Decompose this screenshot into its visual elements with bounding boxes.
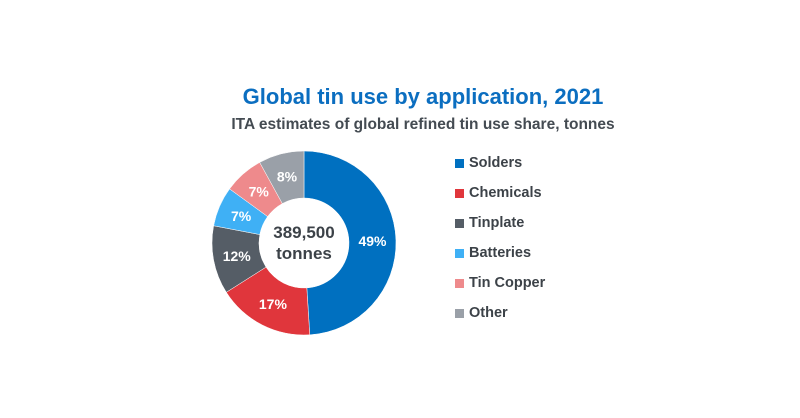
legend-item: Batteries [455,238,545,268]
legend-item: Tinplate [455,208,545,238]
legend: Solders Chemicals Tinplate Batteries Tin Cop… [455,148,545,328]
legend-label: Solders [469,155,523,171]
legend-item: Solders [455,148,545,178]
chart-title: Global tin use by application, 2021 [242,84,604,109]
legend-label: Tin Copper [469,275,546,291]
data-label: 17% [259,296,288,312]
legend-item: Tin Copper [455,268,545,298]
data-label: 8% [277,169,298,185]
legend-label: Chemicals [469,185,542,201]
chart-subtitle: ITA estimates of global refined tin use … [231,116,615,133]
center-label-value: 389,500 [273,223,334,242]
legend-swatch [455,158,464,168]
legend-item: Other [455,298,545,328]
data-label: 49% [358,233,387,249]
data-label: 12% [223,248,252,264]
center-label-unit: tonnes [276,244,332,263]
legend-label: Batteries [469,245,532,261]
legend-swatch [455,188,464,198]
legend-swatch [455,308,464,318]
legend-swatch [455,248,464,258]
data-label: 7% [231,208,252,224]
slice-other [259,150,305,204]
data-label: 7% [249,184,270,200]
legend-swatch [455,218,464,228]
legend-label: Tinplate [469,215,525,231]
legend-swatch [455,278,464,288]
legend-item: Chemicals [455,178,545,208]
legend-label: Other [469,305,508,321]
slice-solders [303,150,397,336]
